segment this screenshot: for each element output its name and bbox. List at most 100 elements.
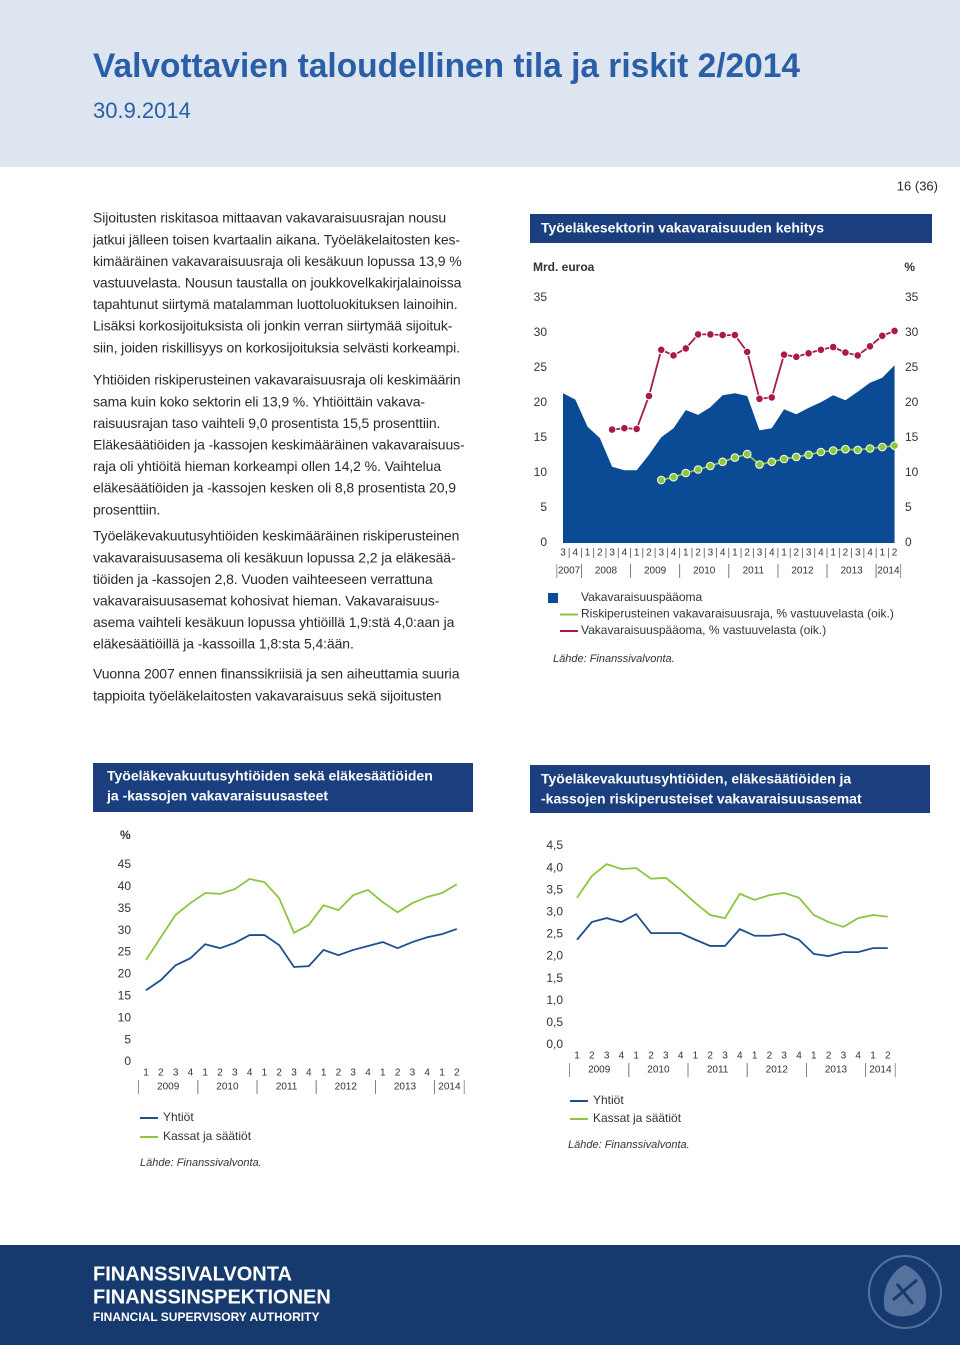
x-tick-label: 2 (885, 1051, 891, 1062)
marker (755, 460, 764, 469)
year-label: 2011 (276, 1082, 298, 1093)
x-tick-label: 3 (806, 548, 812, 559)
x-tick-label: 1 (634, 548, 640, 559)
y-tick-label: 20 (118, 967, 132, 981)
paragraph-line: Yhtiöiden riskiperusteinen vakavaraisuus… (93, 372, 461, 388)
marker (890, 326, 899, 336)
y-tick-label: 3,0 (546, 905, 563, 919)
x-tick-label: 2 (794, 548, 800, 559)
marker (767, 457, 777, 467)
paragraph-line: asema vaihteli kesäkuun lopussa yhtiöill… (93, 614, 455, 630)
legend-label: Vakavaraisuuspääoma (581, 590, 703, 604)
x-tick-label: 4 (622, 548, 628, 559)
marker (877, 331, 887, 341)
x-tick-label: 2 (648, 1051, 654, 1062)
y-tick-label: 4,0 (546, 860, 563, 874)
marker (706, 330, 715, 339)
year-label: 2013 (825, 1065, 848, 1076)
year-label: 2012 (791, 566, 814, 577)
paragraph-line: siin, joiden riskillisyys on korkosijoit… (93, 339, 460, 355)
x-tick-label: 3 (609, 548, 615, 559)
marker (669, 472, 678, 482)
y-axis-label: Mrd. euroa (533, 260, 595, 274)
y2-tick-label: 30 (905, 325, 919, 339)
x-tick-label: 3 (291, 1068, 297, 1079)
marker (804, 349, 813, 358)
year-label: 2008 (595, 566, 618, 577)
marker (656, 345, 666, 355)
y2-axis-label: % (904, 260, 915, 274)
x-tick-label: 1 (262, 1068, 268, 1079)
x-tick-label: 2 (395, 1068, 401, 1079)
header-date: 30.9.2014 (93, 98, 191, 123)
marker (693, 330, 703, 339)
y-tick-label: 1,5 (546, 971, 563, 985)
marker (681, 344, 691, 353)
x-tick-label: 2 (892, 548, 898, 559)
x-tick-label: 3 (757, 548, 763, 559)
source-note: Lähde: Finanssivalvonta. (553, 653, 675, 665)
x-tick-label: 1 (830, 548, 836, 559)
x-tick-label: 4 (424, 1068, 430, 1079)
y-tick-label: 3,5 (546, 882, 563, 896)
x-tick-label: 1 (811, 1051, 817, 1062)
x-tick-label: 2 (826, 1051, 832, 1062)
y2-tick-label: 25 (905, 360, 919, 374)
marker (706, 461, 715, 471)
y-tick-label: 35 (118, 901, 132, 915)
x-tick-label: 4 (867, 548, 873, 559)
x-tick-label: 3 (663, 1051, 669, 1062)
x-tick-label: 1 (683, 548, 689, 559)
chart-title-band (530, 214, 932, 243)
chart-title: Työeläkevakuutusyhtiöiden sekä eläkesäät… (107, 768, 433, 784)
y-axis-label: % (120, 828, 131, 842)
marker (742, 449, 752, 459)
y2-tick-label: 20 (905, 395, 919, 409)
year-label: 2007 (558, 566, 581, 577)
x-tick-label: 4 (619, 1051, 625, 1062)
x-tick-label: 4 (737, 1051, 743, 1062)
year-label: 2011 (707, 1065, 729, 1076)
y-tick-label: 1,0 (546, 993, 563, 1007)
paragraph-line: vastuuvelasta. Nousun taustalla on joukk… (93, 275, 462, 291)
x-tick-label: 2 (158, 1068, 164, 1079)
y-tick-label: 0 (124, 1054, 131, 1068)
marker (693, 465, 703, 474)
x-tick-label: 3 (232, 1068, 238, 1079)
x-tick-label: 3 (410, 1068, 416, 1079)
x-tick-label: 3 (781, 1051, 787, 1062)
marker (669, 351, 678, 360)
x-tick-label: 2 (589, 1051, 595, 1062)
year-label: 2010 (647, 1065, 670, 1076)
y-tick-label: 10 (118, 1010, 132, 1024)
x-tick-label: 2 (597, 548, 603, 559)
y-tick-label: 25 (118, 945, 132, 959)
y-tick-label: 40 (118, 879, 132, 893)
year-label: 2011 (743, 566, 765, 577)
year-label: 2010 (693, 566, 716, 577)
y-tick-label: 0,5 (546, 1015, 563, 1029)
x-tick-label: 1 (752, 1051, 758, 1062)
legend-label: Vakavaraisuuspääoma, % vastuuvelasta (oi… (581, 623, 826, 637)
marker (742, 347, 752, 357)
x-tick-label: 1 (870, 1051, 876, 1062)
year-label: 2013 (394, 1082, 417, 1093)
x-tick-label: 3 (604, 1051, 610, 1062)
x-tick-label: 1 (321, 1068, 327, 1079)
year-label: 2014 (869, 1065, 892, 1076)
legend-label: Kassat ja säätiöt (163, 1129, 252, 1143)
y-tick-label: 10 (534, 465, 548, 479)
year-label: 2013 (840, 566, 863, 577)
marker (816, 345, 826, 355)
header-title: Valvottavien taloudellinen tila ja riski… (93, 47, 800, 85)
marker (890, 441, 899, 451)
marker (865, 342, 875, 351)
x-tick-label: 1 (633, 1051, 639, 1062)
paragraph-line: tiöiden ja -kassojen 2,8. Vuoden vaihtee… (93, 571, 433, 587)
legend-label: Yhtiöt (593, 1093, 624, 1107)
x-tick-label: 2 (646, 548, 652, 559)
header-band (0, 0, 960, 167)
page-number: 16 (36) (897, 178, 938, 193)
x-tick-label: 4 (796, 1051, 802, 1062)
chart-title-band (530, 765, 930, 813)
